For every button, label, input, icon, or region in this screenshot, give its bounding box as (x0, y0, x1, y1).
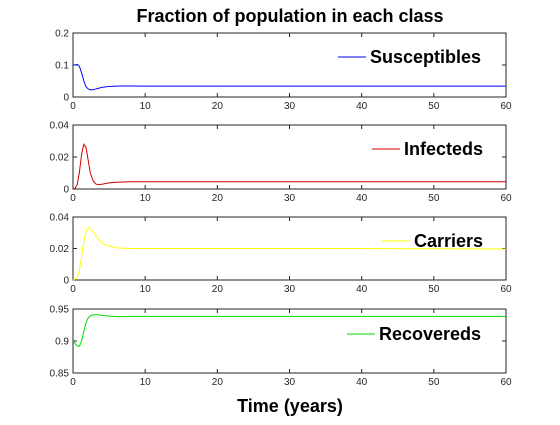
x-tick-label: 30 (284, 193, 296, 204)
x-tick-label: 10 (140, 101, 152, 112)
x-tick-label: 60 (500, 377, 512, 388)
series-line-recovereds (72, 314, 506, 347)
x-tick-label: 20 (212, 101, 224, 112)
x-tick-label: 20 (212, 193, 224, 204)
legend-label-carriers: Carriers (414, 231, 483, 251)
x-tick-label: 50 (428, 193, 440, 204)
y-tick-label: 0 (63, 93, 69, 104)
legend-label-infecteds: Infecteds (404, 139, 483, 159)
x-tick-label: 20 (212, 284, 224, 295)
x-tick-label: 0 (70, 193, 76, 204)
subplots-layer: 0 10 20 30 40 50 60 0 0.1 0.2 Susceptibles 0 10 20 30 4… (50, 29, 512, 389)
y-tick-label: 0.02 (50, 244, 70, 255)
x-tick-label: 10 (140, 377, 152, 388)
legend-label-recovereds: Recovereds (379, 324, 481, 344)
x-tick-label: 40 (356, 377, 368, 388)
y-tick-label: 0 (63, 185, 69, 196)
x-tick-label: 60 (500, 193, 512, 204)
series-line-susceptibles (73, 63, 506, 91)
x-tick-label: 60 (500, 284, 512, 295)
y-tick-label: 0.95 (50, 305, 70, 316)
x-tick-label: 50 (428, 377, 440, 388)
legend-label-susceptibles: Susceptibles (370, 47, 481, 67)
x-tick-label: 40 (356, 193, 368, 204)
y-tick-label: 0.9 (55, 337, 69, 348)
x-tick-label: 10 (140, 193, 152, 204)
y-tick-label: 0.02 (50, 153, 70, 164)
series-line-carriers (72, 227, 507, 281)
y-tick-label: 0.04 (50, 121, 70, 132)
axes-box-4 (72, 308, 507, 374)
y-tick-label: 0.1 (55, 61, 69, 72)
subplot-4: 0 10 20 30 40 50 60 0.85 0.9 0.95 Recovereds (50, 305, 512, 389)
chart-title: Fraction of population in each class (136, 6, 443, 26)
x-tick-label: 30 (284, 101, 296, 112)
x-tick-label: 0 (70, 101, 76, 112)
y-tick-label: 0.2 (55, 29, 69, 40)
x-axis-label: Time (years) (237, 396, 343, 416)
x-tick-label: 10 (140, 284, 152, 295)
x-tick-label: 30 (284, 284, 296, 295)
subplot-1: 0 10 20 30 40 50 60 0 0.1 0.2 Susceptibles (55, 29, 512, 113)
x-tick-label: 60 (500, 101, 512, 112)
y-tick-label: 0.85 (50, 369, 70, 380)
x-tick-label: 50 (428, 101, 440, 112)
x-tick-label: 40 (356, 284, 368, 295)
x-tick-label: 0 (70, 377, 76, 388)
x-tick-label: 50 (428, 284, 440, 295)
series-line-infecteds (72, 142, 506, 190)
x-tick-label: 20 (212, 377, 224, 388)
y-tick-label: 0 (63, 276, 69, 287)
y-tick-label: 0.04 (50, 213, 70, 224)
x-tick-label: 40 (356, 101, 368, 112)
x-tick-label: 0 (70, 284, 76, 295)
subplot-3: 0 10 20 30 40 50 60 0 0.02 0.04 Carriers (50, 213, 512, 296)
x-tick-label: 30 (284, 377, 296, 388)
subplot-2: 0 10 20 30 40 50 60 0 0.02 0.04 Infecteds (50, 121, 512, 205)
